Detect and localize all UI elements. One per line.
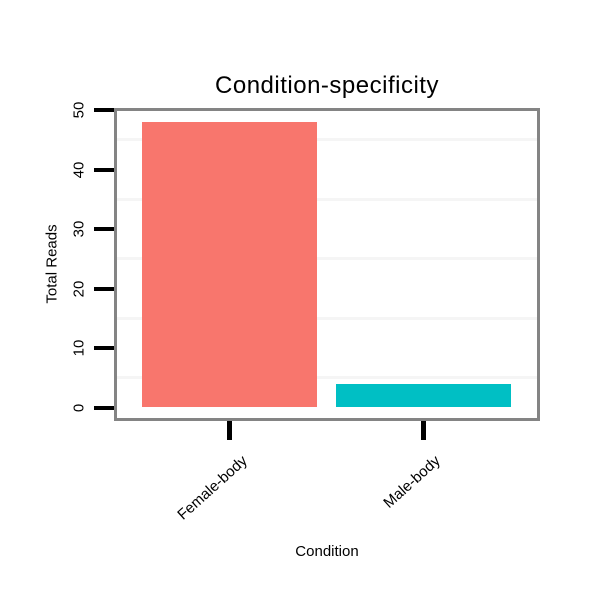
y-axis-tick: [94, 286, 114, 291]
bar: [142, 121, 317, 408]
minor-gridline: [117, 376, 537, 380]
y-axis-tick: [94, 405, 114, 410]
y-axis-tick-label: 40: [70, 161, 88, 178]
minor-gridline: [117, 197, 537, 201]
minor-gridline: [117, 316, 537, 320]
minor-gridline: [117, 257, 537, 261]
y-axis-tick: [94, 108, 114, 112]
x-axis-tick: [420, 421, 426, 440]
y-axis-tick-label: 10: [70, 339, 88, 357]
y-axis-tick-label: 20: [70, 280, 88, 297]
y-axis-tick-label: 50: [70, 101, 88, 119]
y-axis-tick: [94, 346, 114, 350]
plot-panel: [114, 108, 540, 421]
minor-gridline: [117, 138, 537, 142]
chart-title: Condition-specificity: [215, 72, 439, 99]
x-axis-title: Condition: [295, 543, 359, 560]
y-axis-tick: [94, 167, 114, 172]
x-axis-tick-label: Male-body: [380, 452, 444, 512]
x-axis-tick: [227, 421, 232, 440]
y-axis-tick-label: 30: [70, 220, 88, 238]
y-axis-title: Total Reads: [43, 224, 61, 304]
y-axis-tick: [94, 227, 114, 231]
y-axis-tick-label: 0: [70, 403, 88, 412]
bar: [335, 383, 511, 408]
x-axis-tick-label: Female-body: [173, 452, 251, 524]
